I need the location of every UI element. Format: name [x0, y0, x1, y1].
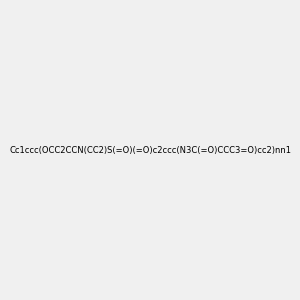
Text: Cc1ccc(OCC2CCN(CC2)S(=O)(=O)c2ccc(N3C(=O)CCC3=O)cc2)nn1: Cc1ccc(OCC2CCN(CC2)S(=O)(=O)c2ccc(N3C(=O… — [9, 146, 291, 154]
